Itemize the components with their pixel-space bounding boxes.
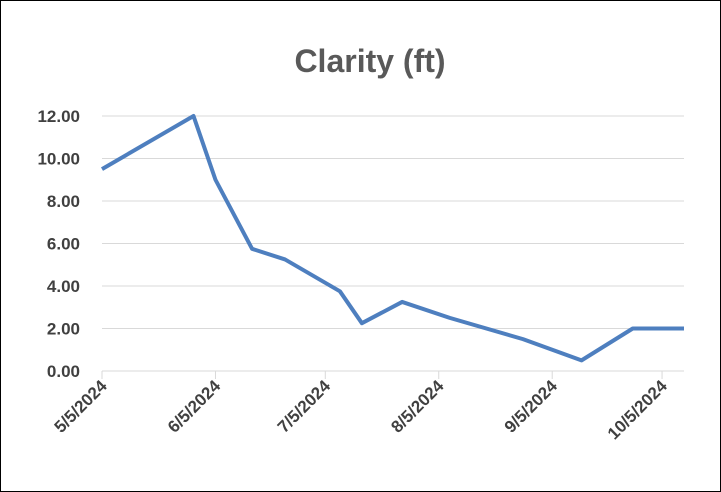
chart-title: Clarity (ft) xyxy=(294,43,445,79)
y-tick-label: 8.00 xyxy=(47,192,80,211)
y-tick-label: 10.00 xyxy=(37,150,80,169)
y-tick-label: 2.00 xyxy=(47,320,80,339)
y-tick-label: 6.00 xyxy=(47,235,80,254)
y-tick-label: 12.00 xyxy=(37,107,80,126)
y-tick-label: 4.00 xyxy=(47,277,80,296)
y-tick-label: 0.00 xyxy=(47,362,80,381)
data-line xyxy=(100,114,684,363)
